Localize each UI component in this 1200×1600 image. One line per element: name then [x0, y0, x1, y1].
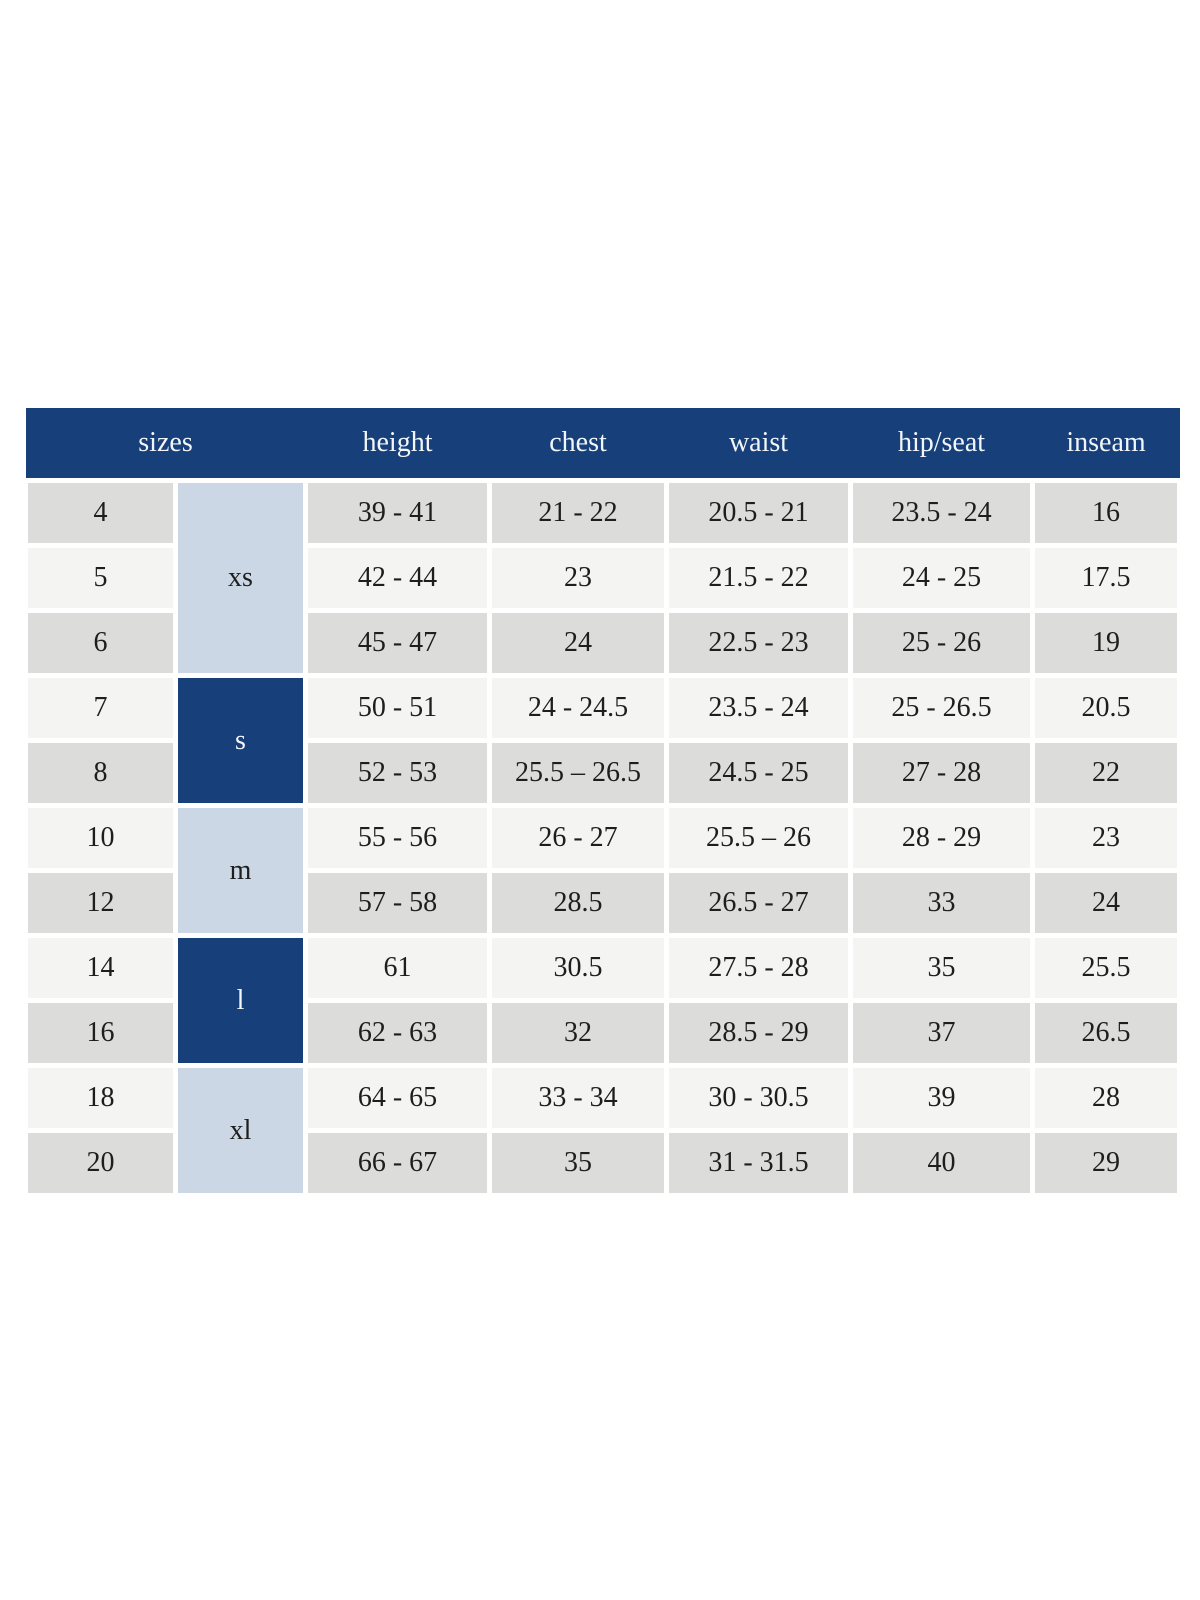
chest-cell: 23 — [487, 543, 669, 613]
inseam-cell: 17.5 — [1030, 543, 1182, 613]
inseam-cell: 23 — [1030, 803, 1182, 873]
table-row-size-10: 10 m 55 - 56 26 - 27 25.5 – 26 28 - 29 2… — [23, 803, 1182, 938]
size-cell: 12 — [23, 868, 178, 938]
table-row-size-16: 16 62 - 63 32 28.5 - 29 37 26.5 — [23, 998, 1182, 1068]
size-group-xl: xl — [173, 1063, 308, 1198]
waist-cell: 24.5 - 25 — [664, 738, 853, 808]
inseam-cell: 16 — [1030, 478, 1182, 548]
table-row-size-8: 8 52 - 53 25.5 – 26.5 24.5 - 25 27 - 28 … — [23, 738, 1182, 808]
size-chart: sizes height chest waist hip/seat inseam… — [23, 408, 1182, 1198]
table-row-size-4: 4 xs 39 - 41 21 - 22 20.5 - 21 23.5 - 24… — [23, 478, 1182, 678]
size-chart-table: sizes height chest waist hip/seat inseam… — [23, 408, 1182, 1198]
size-cell: 16 — [23, 998, 178, 1068]
size-group-s: s — [173, 673, 308, 808]
height-cell: 61 — [303, 933, 492, 1003]
hip-seat-cell: 23.5 - 24 — [848, 478, 1035, 548]
waist-cell: 25.5 – 26 — [664, 803, 853, 873]
header-sizes: sizes — [25, 408, 306, 481]
waist-cell: 21.5 - 22 — [664, 543, 853, 613]
header-hip-seat: hip/seat — [850, 408, 1033, 481]
table-row-size-18: 18 xl 64 - 65 33 - 34 30 - 30.5 39 28 — [23, 1063, 1182, 1198]
waist-cell: 28.5 - 29 — [664, 998, 853, 1068]
chest-cell: 30.5 — [487, 933, 669, 1003]
size-group-m: m — [173, 803, 308, 938]
height-cell: 42 - 44 — [303, 543, 492, 613]
inseam-cell: 22 — [1030, 738, 1182, 808]
table-row-size-5: 5 42 - 44 23 21.5 - 22 24 - 25 17.5 — [23, 543, 1182, 613]
inseam-cell: 28 — [1030, 1063, 1182, 1133]
hip-seat-cell: 24 - 25 — [848, 543, 1035, 613]
height-cell: 64 - 65 — [303, 1063, 492, 1133]
size-cell: 10 — [23, 803, 178, 873]
height-cell: 50 - 51 — [303, 673, 492, 743]
waist-cell: 22.5 - 23 — [664, 608, 853, 678]
waist-cell: 23.5 - 24 — [664, 673, 853, 743]
header-chest: chest — [489, 408, 667, 481]
chest-cell: 33 - 34 — [487, 1063, 669, 1133]
waist-cell: 27.5 - 28 — [664, 933, 853, 1003]
hip-seat-cell: 25 - 26.5 — [848, 673, 1035, 743]
height-cell: 62 - 63 — [303, 998, 492, 1068]
inseam-cell: 29 — [1030, 1128, 1182, 1198]
inseam-cell: 20.5 — [1030, 673, 1182, 743]
size-cell: 4 — [23, 478, 178, 548]
hip-seat-cell: 37 — [848, 998, 1035, 1068]
size-cell: 14 — [23, 933, 178, 1003]
inseam-cell: 25.5 — [1030, 933, 1182, 1003]
height-cell: 52 - 53 — [303, 738, 492, 808]
size-cell: 8 — [23, 738, 178, 808]
hip-seat-cell: 25 - 26 — [848, 608, 1035, 678]
table-row-size-14: 14 l 61 30.5 27.5 - 28 35 25.5 — [23, 933, 1182, 1068]
inseam-cell: 26.5 — [1030, 998, 1182, 1068]
hip-seat-cell: 33 — [848, 868, 1035, 938]
header-row: sizes height chest waist hip/seat inseam — [25, 408, 1180, 481]
hip-seat-cell: 39 — [848, 1063, 1035, 1133]
height-cell: 66 - 67 — [303, 1128, 492, 1198]
waist-cell: 26.5 - 27 — [664, 868, 853, 938]
size-cell: 18 — [23, 1063, 178, 1133]
chest-cell: 26 - 27 — [487, 803, 669, 873]
hip-seat-cell: 27 - 28 — [848, 738, 1035, 808]
chest-cell: 25.5 – 26.5 — [487, 738, 669, 808]
chest-cell: 28.5 — [487, 868, 669, 938]
waist-cell: 31 - 31.5 — [664, 1128, 853, 1198]
size-cell: 6 — [23, 608, 178, 678]
size-cell: 20 — [23, 1128, 178, 1198]
size-group-l: l — [173, 933, 308, 1068]
size-cell: 5 — [23, 543, 178, 613]
hip-seat-cell: 35 — [848, 933, 1035, 1003]
chest-cell: 21 - 22 — [487, 478, 669, 548]
table-row-size-7: 7 s 50 - 51 24 - 24.5 23.5 - 24 25 - 26.… — [23, 673, 1182, 808]
table-row-size-6: 6 45 - 47 24 22.5 - 23 25 - 26 19 — [23, 608, 1182, 678]
inseam-cell: 19 — [1030, 608, 1182, 678]
height-cell: 55 - 56 — [303, 803, 492, 873]
chest-cell: 35 — [487, 1128, 669, 1198]
height-cell: 39 - 41 — [303, 478, 492, 548]
hip-seat-cell: 40 — [848, 1128, 1035, 1198]
chest-cell: 32 — [487, 998, 669, 1068]
chest-cell: 24 - 24.5 — [487, 673, 669, 743]
waist-cell: 30 - 30.5 — [664, 1063, 853, 1133]
size-cell: 7 — [23, 673, 178, 743]
inseam-cell: 24 — [1030, 868, 1182, 938]
hip-seat-cell: 28 - 29 — [848, 803, 1035, 873]
table-row-size-20: 20 66 - 67 35 31 - 31.5 40 29 — [23, 1128, 1182, 1198]
header-waist: waist — [666, 408, 851, 481]
header-inseam: inseam — [1032, 408, 1180, 481]
height-cell: 57 - 58 — [303, 868, 492, 938]
height-cell: 45 - 47 — [303, 608, 492, 678]
table-row-size-12: 12 57 - 58 28.5 26.5 - 27 33 24 — [23, 868, 1182, 938]
waist-cell: 20.5 - 21 — [664, 478, 853, 548]
size-group-xs: xs — [173, 478, 308, 678]
header-height: height — [305, 408, 490, 481]
chest-cell: 24 — [487, 608, 669, 678]
